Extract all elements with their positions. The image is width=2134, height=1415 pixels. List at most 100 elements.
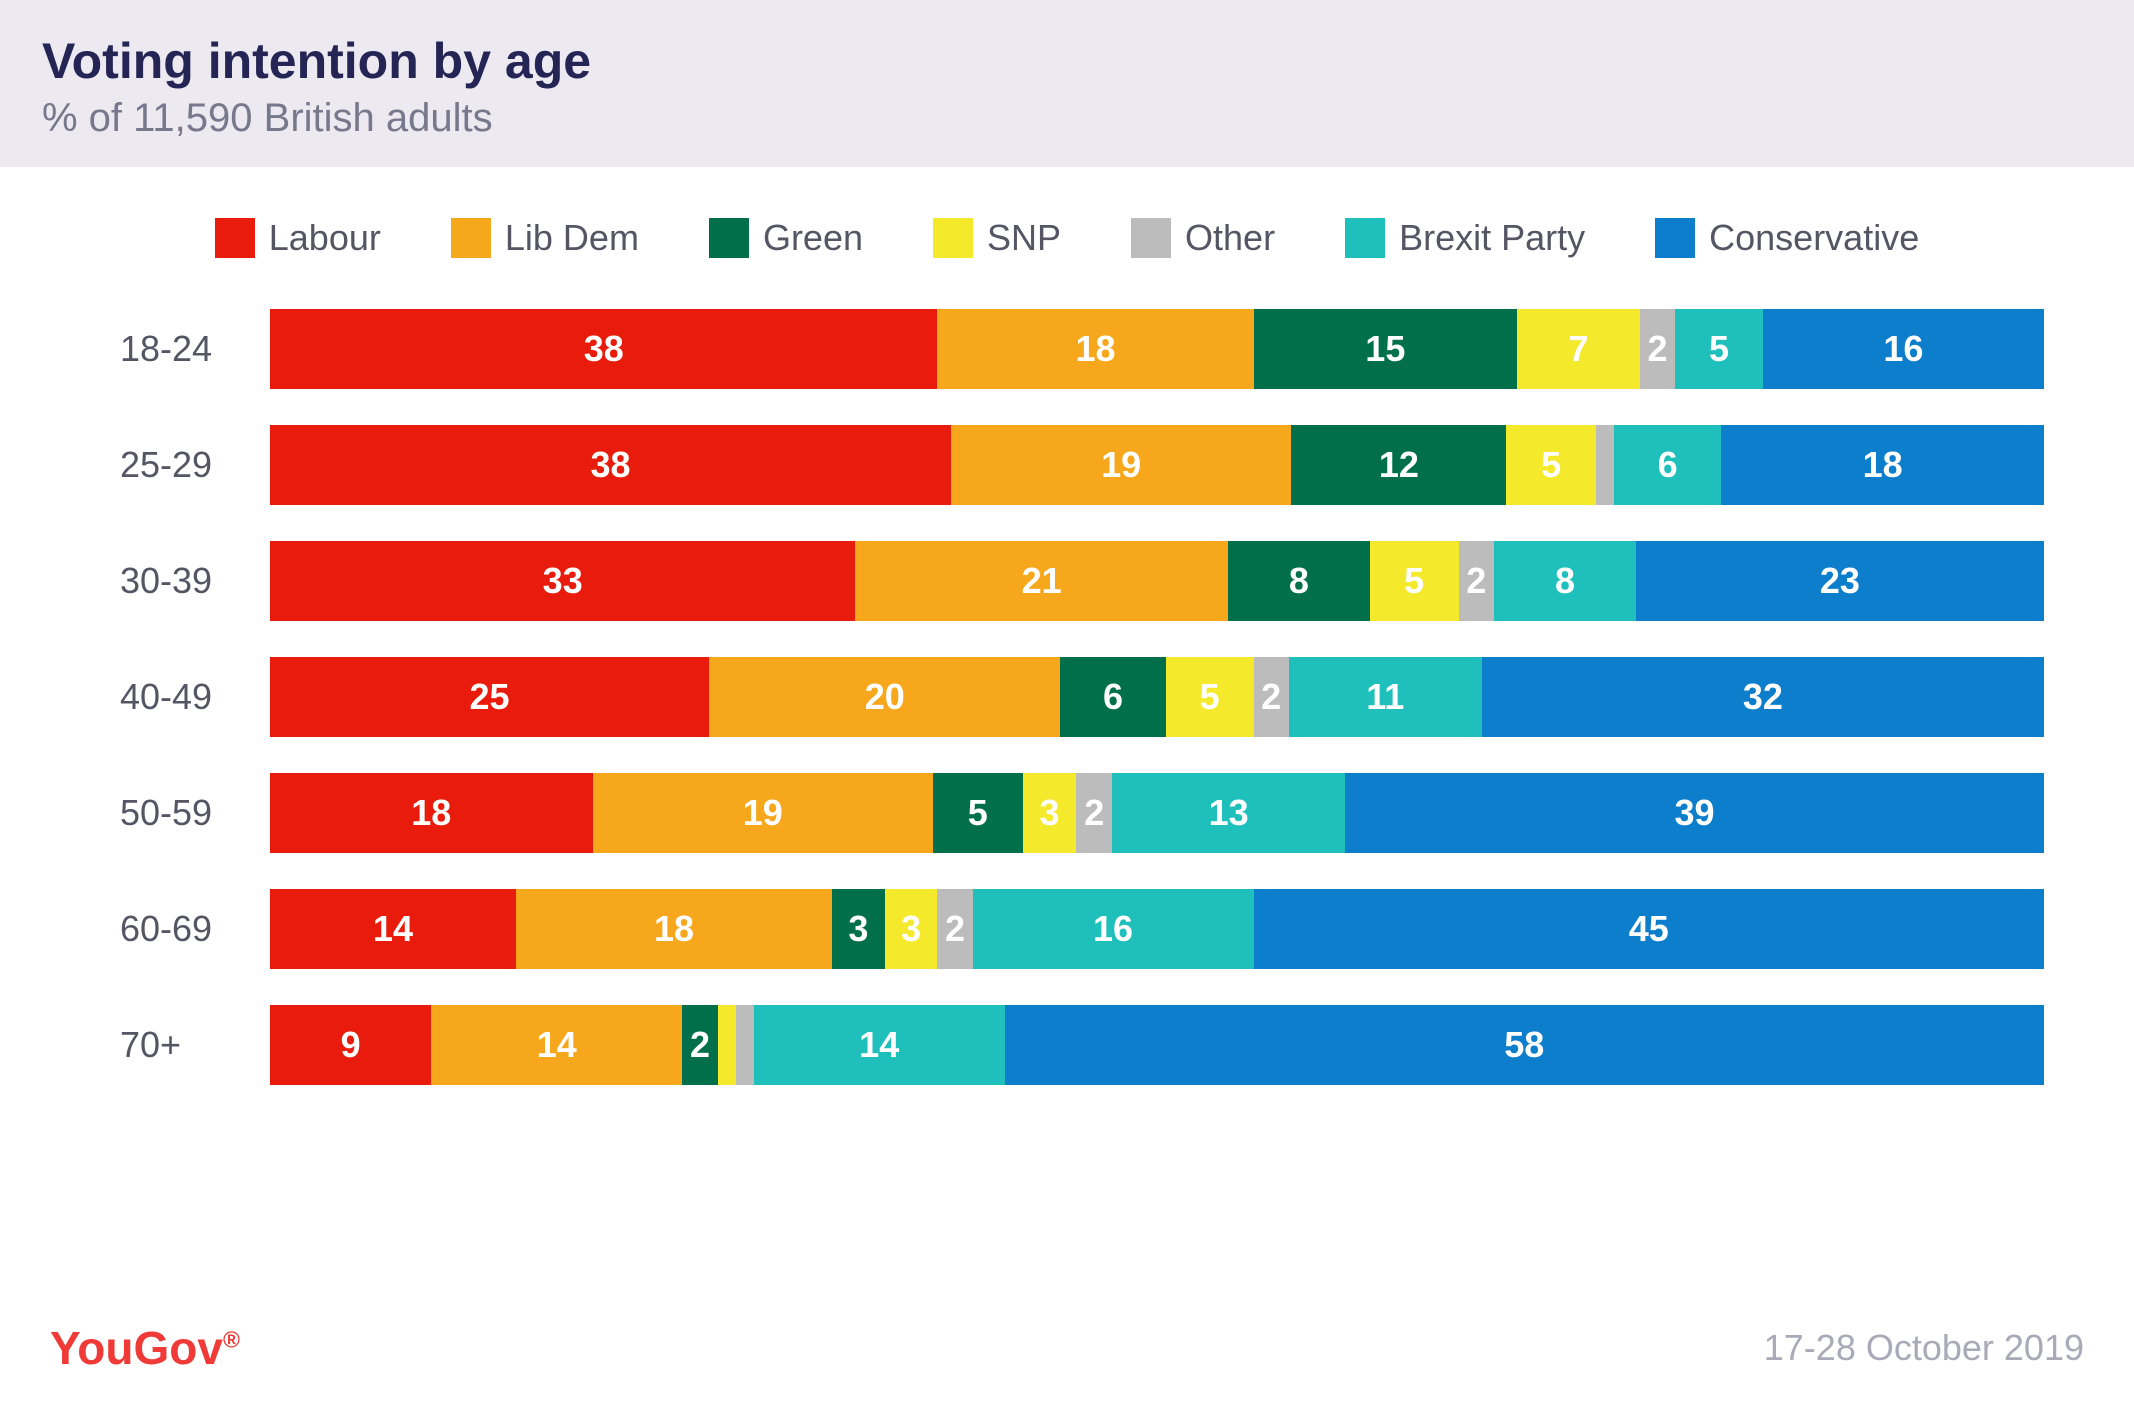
- bar-segment: [718, 1005, 736, 1085]
- bar-segment: 3: [832, 889, 885, 969]
- bar-segment: 13: [1112, 773, 1345, 853]
- bar-segment: 14: [431, 1005, 682, 1085]
- date-range: 17-28 October 2019: [1764, 1327, 2084, 1369]
- bar-segment: 18: [1721, 425, 2044, 505]
- row-label: 25-29: [120, 444, 270, 486]
- legend-swatch: [709, 218, 749, 258]
- legend-label: Brexit Party: [1399, 217, 1585, 259]
- bar-segment: 5: [1370, 541, 1459, 621]
- bar-row: 50-5918195321339: [120, 773, 2044, 853]
- bar-segment: 8: [1228, 541, 1370, 621]
- bar-row: 60-6914183321645: [120, 889, 2044, 969]
- stacked-bar: 3321852823: [270, 541, 2044, 621]
- row-label: 60-69: [120, 908, 270, 950]
- bar-segment: 38: [270, 425, 951, 505]
- stacked-bar: 91421458: [270, 1005, 2044, 1085]
- bar-segment: 3: [1023, 773, 1077, 853]
- bar-segment: 8: [1494, 541, 1636, 621]
- bar-segment: 20: [709, 657, 1060, 737]
- stacked-bar: 3819125618: [270, 425, 2044, 505]
- legend-swatch: [1131, 218, 1171, 258]
- bar-segment: 5: [933, 773, 1023, 853]
- legend-swatch: [451, 218, 491, 258]
- yougov-logo: YouGov®: [50, 1321, 240, 1375]
- legend-swatch: [215, 218, 255, 258]
- bar-row: 25-293819125618: [120, 425, 2044, 505]
- stacked-bar: 38181572516: [270, 309, 2044, 389]
- bar-segment: 3: [885, 889, 938, 969]
- bar-segment: [1596, 425, 1614, 505]
- legend-item: SNP: [933, 217, 1061, 259]
- legend-item: Conservative: [1655, 217, 1919, 259]
- bar-segment: 15: [1254, 309, 1517, 389]
- legend-item: Other: [1131, 217, 1275, 259]
- row-label: 50-59: [120, 792, 270, 834]
- legend-item: Brexit Party: [1345, 217, 1585, 259]
- legend-label: Labour: [269, 217, 381, 259]
- row-label: 18-24: [120, 328, 270, 370]
- legend-label: Green: [763, 217, 863, 259]
- bar-segment: 16: [1763, 309, 2044, 389]
- legend-swatch: [1345, 218, 1385, 258]
- bar-segment: 39: [1345, 773, 2044, 853]
- bar-segment: 14: [270, 889, 516, 969]
- bar-segment: 12: [1291, 425, 1506, 505]
- bar-segment: 18: [937, 309, 1253, 389]
- bar-segment: [736, 1005, 754, 1085]
- bar-segment: 5: [1166, 657, 1254, 737]
- bar-segment: 58: [1005, 1005, 2044, 1085]
- bar-segment: 45: [1254, 889, 2044, 969]
- bar-segment: 16: [973, 889, 1254, 969]
- row-label: 30-39: [120, 560, 270, 602]
- legend-label: Other: [1185, 217, 1275, 259]
- bar-segment: 21: [855, 541, 1228, 621]
- chart-header: Voting intention by age % of 11,590 Brit…: [0, 0, 2134, 167]
- legend-label: SNP: [987, 217, 1061, 259]
- row-label: 40-49: [120, 676, 270, 718]
- bar-segment: 18: [270, 773, 593, 853]
- bar-segment: 9: [270, 1005, 431, 1085]
- chart-body: Labour Lib Dem Green SNP Other Brexit Party Co…: [0, 167, 2134, 1105]
- bar-segment: 5: [1675, 309, 1763, 389]
- chart-subtitle: % of 11,590 British adults: [42, 96, 2092, 141]
- legend: Labour Lib Dem Green SNP Other Brexit Party Co…: [90, 217, 2044, 259]
- bar-segment: 19: [593, 773, 933, 853]
- bar-row: 70+91421458: [120, 1005, 2044, 1085]
- bar-rows: 18-243818157251625-29381912561830-393321…: [90, 309, 2044, 1085]
- bar-segment: 6: [1614, 425, 1722, 505]
- chart-footer: YouGov® 17-28 October 2019: [0, 1321, 2134, 1375]
- legend-label: Lib Dem: [505, 217, 639, 259]
- chart-title: Voting intention by age: [42, 32, 2092, 90]
- legend-item: Lib Dem: [451, 217, 639, 259]
- bar-segment: 25: [270, 657, 709, 737]
- bar-segment: 38: [270, 309, 937, 389]
- legend-item: Labour: [215, 217, 381, 259]
- bar-segment: 2: [1640, 309, 1675, 389]
- bar-segment: 23: [1636, 541, 2044, 621]
- bar-row: 30-393321852823: [120, 541, 2044, 621]
- bar-segment: 5: [1506, 425, 1596, 505]
- legend-label: Conservative: [1709, 217, 1919, 259]
- bar-segment: 19: [951, 425, 1291, 505]
- bar-segment: 2: [1076, 773, 1112, 853]
- bar-segment: 2: [682, 1005, 718, 1085]
- bar-segment: 14: [754, 1005, 1005, 1085]
- bar-row: 18-2438181572516: [120, 309, 2044, 389]
- row-label: 70+: [120, 1024, 270, 1066]
- legend-swatch: [1655, 218, 1695, 258]
- legend-item: Green: [709, 217, 863, 259]
- bar-segment: 32: [1482, 657, 2044, 737]
- bar-segment: 6: [1060, 657, 1165, 737]
- bar-segment: 7: [1517, 309, 1640, 389]
- legend-swatch: [933, 218, 973, 258]
- stacked-bar: 14183321645: [270, 889, 2044, 969]
- bar-segment: 2: [1254, 657, 1289, 737]
- stacked-bar: 25206521132: [270, 657, 2044, 737]
- bar-segment: 18: [516, 889, 832, 969]
- bar-segment: 2: [1459, 541, 1494, 621]
- bar-segment: 33: [270, 541, 855, 621]
- bar-segment: 11: [1289, 657, 1482, 737]
- bar-segment: 2: [937, 889, 972, 969]
- bar-row: 40-4925206521132: [120, 657, 2044, 737]
- stacked-bar: 18195321339: [270, 773, 2044, 853]
